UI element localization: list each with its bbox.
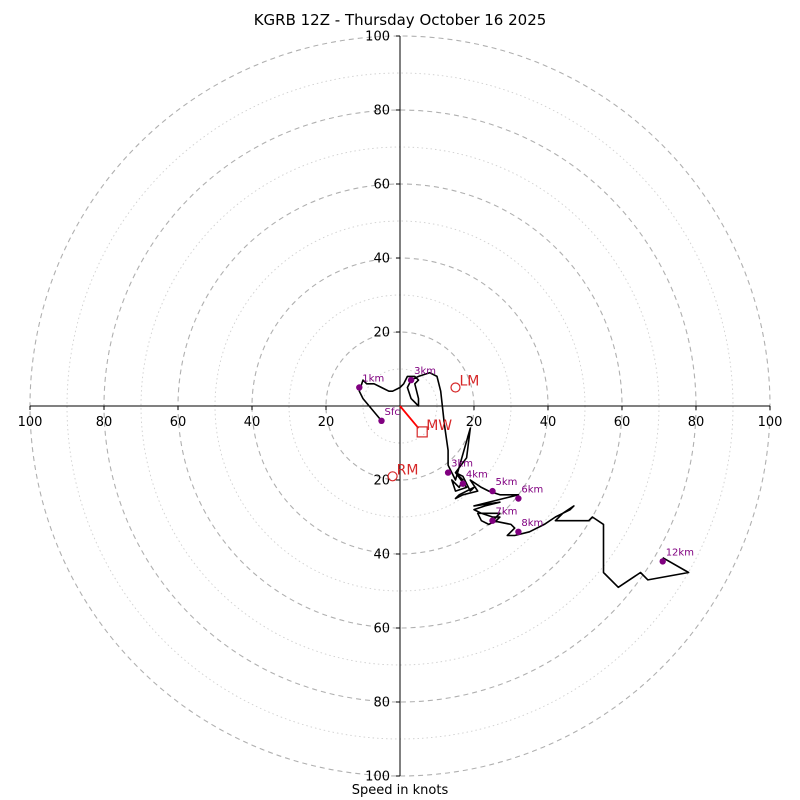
- y-tick-label: 80: [373, 104, 390, 119]
- x-tick-label: 80: [96, 415, 113, 430]
- y-tick-label: 40: [373, 252, 390, 267]
- height-marker-1km: [356, 384, 363, 391]
- height-marker-5km: [489, 487, 496, 495]
- storm-marker-lm: [450, 382, 461, 393]
- x-tick-label: 60: [614, 415, 631, 430]
- y-tick-label: 60: [373, 622, 390, 637]
- height-label-sfc: Sfc: [385, 407, 400, 418]
- storm-motion-markers: LM RM MW: [387, 374, 480, 482]
- shear-vector: [399, 405, 420, 429]
- height-label-4km: 4km: [466, 470, 488, 481]
- x-tick-label: 80: [688, 415, 705, 430]
- height-label-3km: 3km: [414, 366, 436, 377]
- x-tick-label: 100: [758, 415, 783, 430]
- y-tick-label: 60: [373, 178, 390, 193]
- height-marker-7km: [489, 517, 496, 524]
- y-tick-label: 100: [365, 770, 390, 785]
- x-tick-label: 20: [318, 415, 335, 430]
- height-label-1km: 1km: [362, 374, 384, 385]
- x-tick-label: 100: [18, 415, 43, 430]
- wind-trace: [358, 371, 690, 589]
- x-tick-label: 40: [540, 415, 557, 430]
- tick-labels: 100 100 80 80 60 60 40 40 20 20 20 20 40 40 60 60 80 80 10…: [18, 30, 783, 785]
- storm-marker-mw: [416, 426, 428, 438]
- storm-label-mw: MW: [426, 418, 452, 434]
- y-tick-label: 100: [365, 30, 390, 45]
- height-label-5km: 5km: [496, 477, 518, 488]
- height-marker-3km: [444, 469, 452, 476]
- storm-label-rm: RM: [397, 462, 419, 478]
- x-axis-label: Speed in knots: [351, 783, 449, 798]
- storm-label-lm: LM: [460, 374, 480, 390]
- height-marker-sfc: [378, 417, 385, 424]
- height-marker-6km: [515, 495, 522, 502]
- height-marker-3km: [407, 376, 415, 384]
- y-tick-label: 40: [373, 548, 390, 563]
- height-marker-12km: [659, 558, 666, 565]
- height-label-7km: 7km: [496, 507, 518, 518]
- y-tick-label: 20: [373, 326, 390, 341]
- y-tick-label: 20: [373, 474, 390, 489]
- height-label-8km: 8km: [521, 518, 543, 529]
- chart-title: KGRB 12Z - Thursday October 16 2025: [253, 11, 547, 29]
- height-label-12km: 12km: [666, 547, 694, 558]
- x-tick-label: 20: [466, 415, 483, 430]
- y-tick-label: 80: [373, 696, 390, 711]
- height-label-3km: 3km: [451, 459, 473, 470]
- height-label-6km: 6km: [521, 485, 543, 496]
- wind-trace-layer: [358, 371, 690, 589]
- height-marker-4km: [459, 480, 467, 487]
- x-tick-label: 40: [244, 415, 261, 430]
- x-tick-label: 60: [170, 415, 187, 430]
- storm-marker-rm: [387, 471, 398, 482]
- height-marker-8km: [515, 528, 522, 535]
